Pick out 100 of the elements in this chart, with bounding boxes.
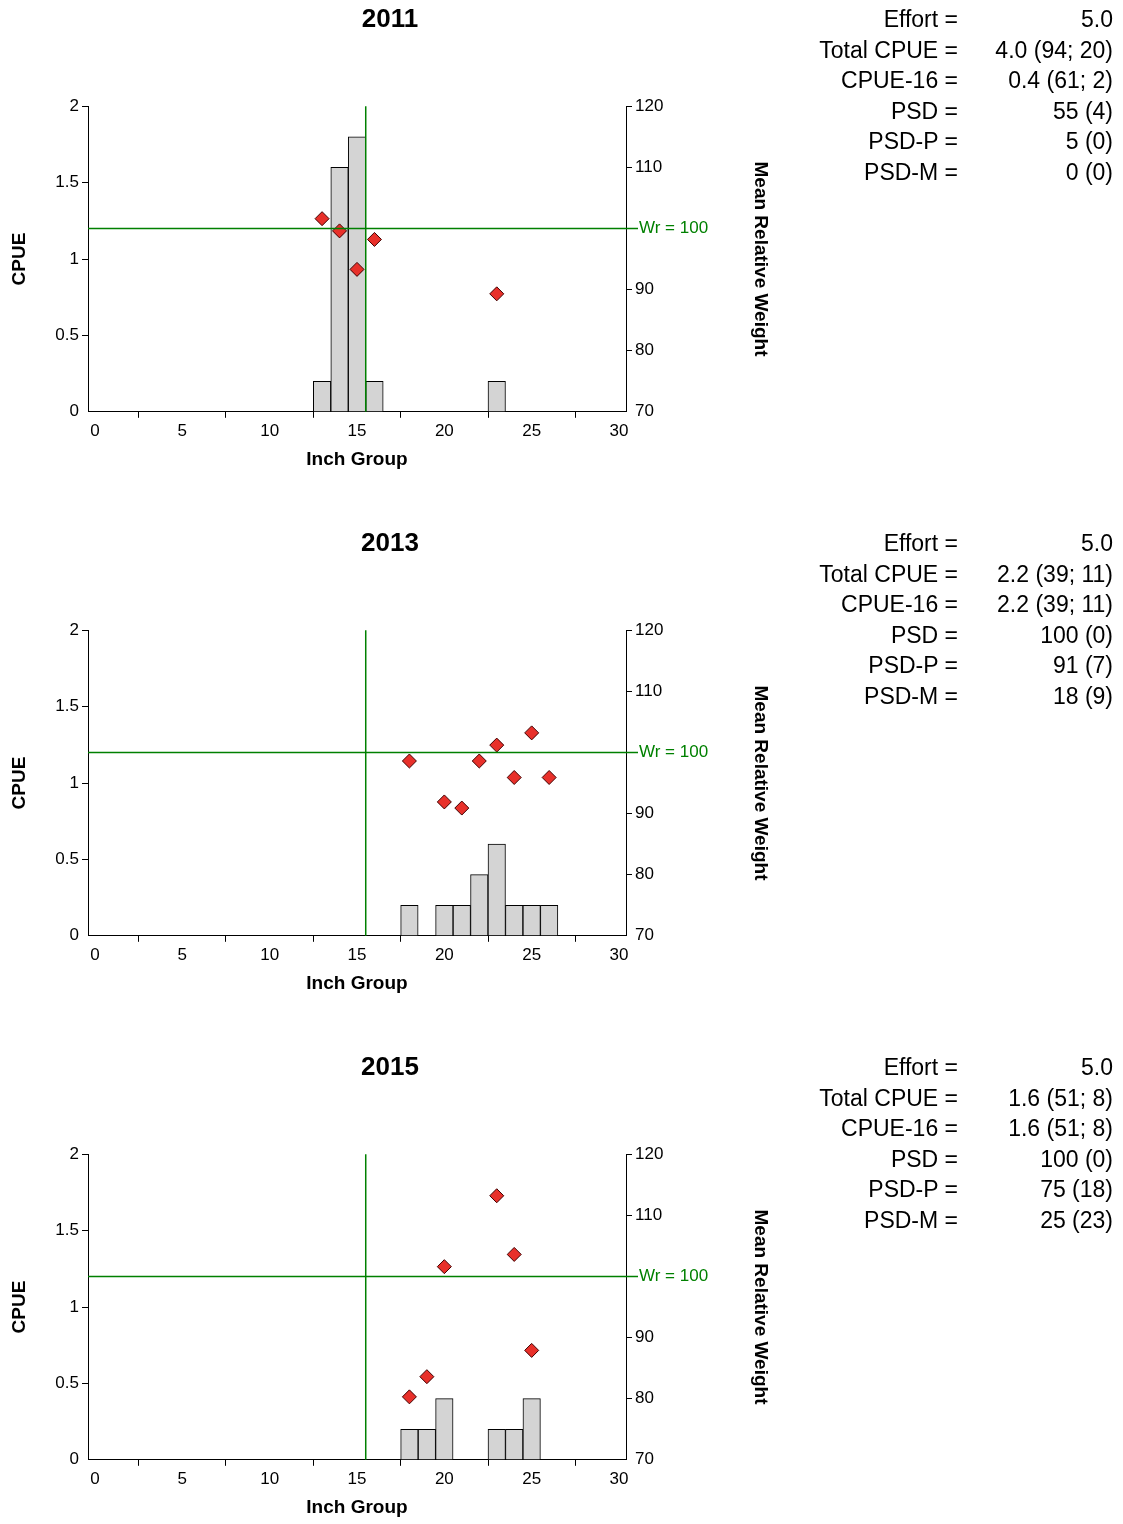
text: 18 (9) [1051,681,1113,711]
text: 25 (23) [1039,1205,1113,1235]
y-tick-label: 0.5 [55,1373,79,1393]
y-tick-label: 2 [69,619,79,639]
point [366,231,382,247]
x-tick-label: 15 [347,1468,367,1488]
y-tick-label: 1.5 [55,172,79,192]
text: 91 (7) [1051,651,1113,680]
y2-tick-label: 90 [635,1327,654,1347]
y-tick-label: 2 [69,95,79,115]
text: CPUE-16 = [840,66,959,95]
x-tick-label: 5 [177,944,188,964]
text: 5.0 [1080,5,1113,34]
point [401,753,417,769]
point [524,1342,540,1358]
y-tick-label: 1.5 [55,1220,79,1240]
point [436,794,452,810]
text: Effort = [882,5,959,34]
y2-tick-label: 110 [635,157,663,177]
y-tick-label: 1 [69,248,79,268]
point [524,725,540,741]
chart-title: 2013 [361,526,419,557]
point [454,800,470,816]
x-tick-label: 15 [347,944,367,964]
text: PSD = [889,96,959,126]
y-tick-label: 0.5 [55,325,79,345]
ref-line-label: Wr = 100 [639,1266,709,1286]
text: PSD-M = [863,1205,959,1235]
text: Total CPUE = [818,1083,959,1113]
text: 100 (0) [1039,1144,1113,1174]
text: 75 (18) [1039,1175,1113,1204]
text: 1.6 (51; 8) [1007,1083,1113,1113]
text: Effort = [882,529,959,558]
point [506,1246,522,1262]
x-tick-label: 20 [434,944,454,964]
text: PSD = [889,620,959,650]
y2-axis-title: Mean Relative Weight [751,161,773,358]
x-tick-label: 25 [522,420,542,440]
y2-tick-label: 90 [635,803,654,823]
text: CPUE-16 = [840,590,959,619]
y2-axis-title: Mean Relative Weight [751,685,773,882]
y2-tick-label: 80 [635,864,654,884]
ref-line-label: Wr = 100 [639,742,709,762]
x-tick-label: 30 [609,420,629,440]
x-tick-label: 20 [434,420,454,440]
text: 0 (0) [1064,157,1113,187]
x-axis-title: Inch Group [306,447,408,469]
text: 0.4 (61; 2) [1007,66,1113,95]
text: PSD-M = [863,157,959,187]
y2-tick-label: 90 [635,279,654,299]
x-tick-label: 5 [177,1468,188,1488]
point [541,770,557,785]
text: 4.0 (94; 20) [994,35,1113,65]
text: 5 (0) [1064,127,1113,156]
x-tick-label: 5 [177,420,188,440]
text: Total CPUE = [818,35,959,65]
text: PSD-P = [867,651,959,680]
y2-tick-label: 70 [635,925,654,945]
text: 100 (0) [1039,620,1113,650]
x-tick-label: 15 [347,420,367,440]
x-axis-title: Inch Group [306,971,408,993]
y2-tick-label: 110 [635,1205,663,1225]
y-tick-label: 1 [69,772,79,792]
y-tick-label: 1.5 [55,696,79,716]
text: 2.2 (39; 11) [996,559,1113,589]
x-tick-label: 0 [90,1468,100,1488]
text: CPUE-16 = [840,1114,959,1143]
x-tick-label: 20 [434,1468,454,1488]
text: PSD-M = [863,681,959,711]
x-tick-label: 25 [522,1468,542,1488]
x-tick-label: 10 [260,420,280,440]
y-tick-label: 0.5 [55,849,79,869]
y2-tick-label: 120 [635,1143,664,1163]
x-tick-label: 30 [609,944,629,964]
ref-line-label: Wr = 100 [639,218,709,238]
y2-tick-label: 110 [635,681,663,701]
x-tick-label: 25 [522,944,542,964]
point [314,211,330,227]
y2-tick-label: 80 [635,1388,654,1408]
point [489,1188,505,1204]
y2-tick-label: 70 [635,401,654,421]
y2-tick-label: 120 [635,95,664,115]
text: 55 (4) [1051,96,1113,126]
x-tick-label: 0 [90,944,100,964]
y2-tick-label: 80 [635,340,654,360]
point [401,1389,417,1405]
y-tick-label: 2 [69,1143,79,1163]
text: PSD-P = [867,1175,959,1204]
point [471,753,487,769]
y-tick-label: 0 [69,925,79,945]
y2-tick-label: 120 [635,619,664,639]
point [436,1259,452,1275]
y2-axis-title: Mean Relative Weight [751,1209,773,1406]
x-tick-label: 0 [90,420,100,440]
text: PSD = [889,1144,959,1174]
text: 5.0 [1080,529,1113,558]
x-axis-title: Inch Group [306,1495,408,1517]
y-tick-label: 1 [69,1296,79,1316]
y-tick-label: 0 [69,401,79,421]
text: Total CPUE = [818,559,959,589]
